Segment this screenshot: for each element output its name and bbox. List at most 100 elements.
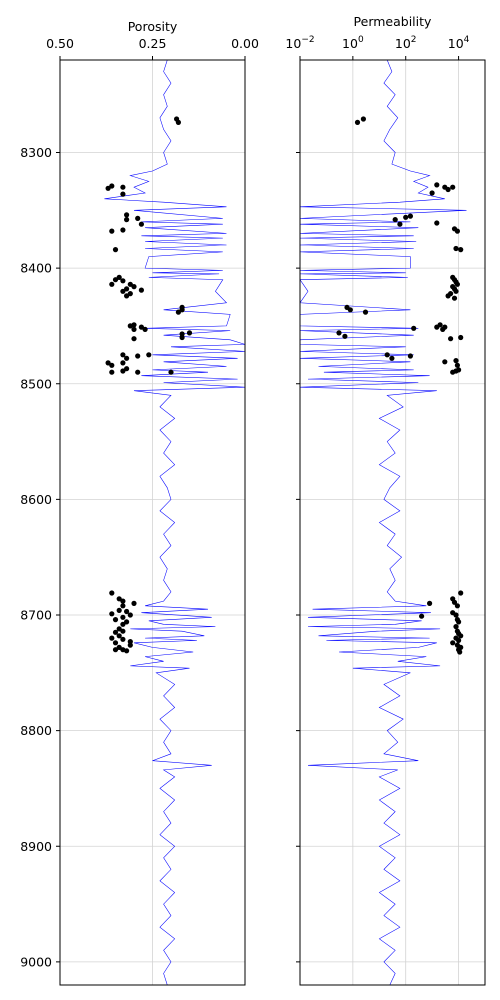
core-sample-point: [360, 116, 366, 122]
core-sample-point: [116, 607, 122, 614]
core-sample-point: [120, 598, 126, 604]
core-sample-point: [120, 184, 126, 190]
y-tick-label: 9000: [20, 954, 52, 969]
core-sample-point: [127, 612, 133, 618]
core-sample-point: [120, 621, 126, 627]
core-sample-point: [453, 624, 459, 630]
core-sample-point: [186, 330, 193, 336]
core-sample-point: [124, 608, 130, 615]
permeability-x-axis: 10−2 100 102 104: [285, 35, 470, 60]
core-sample-point: [131, 336, 137, 342]
y-tick-label: 8900: [20, 839, 52, 854]
core-sample-point: [453, 245, 459, 252]
core-sample-point: [354, 119, 361, 125]
core-sample-point: [454, 362, 460, 368]
core-sample-point: [109, 611, 115, 617]
core-sample-point: [458, 247, 464, 253]
x-tick-label: 104: [448, 35, 470, 51]
core-sample-point: [419, 613, 425, 619]
core-sample-point: [454, 603, 460, 609]
core-sample-point: [120, 368, 126, 374]
core-sample-point: [397, 221, 403, 227]
x-tick-label: 100: [342, 35, 364, 51]
x-tick-label: 102: [395, 35, 417, 51]
core-sample-point: [120, 352, 126, 358]
core-sample-point: [120, 614, 126, 620]
core-sample-point: [138, 287, 144, 293]
core-sample-point: [124, 286, 130, 292]
core-sample-point: [179, 334, 185, 341]
core-sample-point: [109, 635, 115, 641]
core-sample-point: [456, 637, 462, 644]
core-sample-point: [450, 369, 456, 375]
core-sample-point: [131, 326, 137, 332]
core-sample-point: [142, 326, 148, 332]
core-sample-point: [411, 325, 417, 331]
y-tick-label: 8700: [20, 608, 52, 623]
core-sample-point: [131, 600, 137, 607]
core-sample-point: [434, 324, 440, 330]
core-sample-point: [458, 334, 464, 341]
core-sample-point: [120, 288, 126, 294]
core-sample-point: [112, 277, 119, 283]
core-sample-point: [429, 190, 435, 196]
core-sample-point: [105, 360, 111, 366]
core-sample-point: [362, 309, 369, 315]
core-sample-point: [112, 647, 119, 653]
core-sample-point: [453, 358, 459, 364]
core-sample-point: [109, 281, 115, 287]
core-sample-point: [109, 362, 115, 368]
permeability-y-axis: [296, 152, 300, 963]
core-sample-point: [458, 590, 464, 596]
core-sample-point: [112, 247, 119, 253]
core-sample-point: [403, 214, 409, 220]
core-sample-point: [109, 228, 115, 234]
core-sample-point: [347, 307, 353, 313]
porosity-x-axis: 0.50 0.25 0.00: [46, 36, 259, 60]
core-sample-point: [120, 603, 126, 609]
core-sample-point: [454, 228, 460, 234]
core-sample-point: [124, 366, 130, 372]
x-tick-label: 0.00: [231, 36, 259, 51]
permeability-title: Permeability: [354, 14, 432, 29]
x-tick-label: 10−2: [285, 35, 314, 51]
core-sample-point: [109, 369, 115, 375]
y-tick-label: 8300: [20, 145, 52, 160]
core-sample-point: [456, 367, 462, 373]
core-sample-point: [453, 288, 459, 294]
core-sample-point: [168, 369, 174, 375]
core-sample-point: [451, 599, 458, 605]
core-sample-point: [105, 185, 111, 191]
core-sample-point: [450, 184, 456, 190]
core-sample-point: [407, 213, 413, 219]
core-sample-point: [112, 640, 119, 646]
core-sample-point: [120, 628, 126, 634]
core-sample-point: [440, 326, 446, 332]
core-sample-point: [120, 360, 126, 366]
porosity-title: Porosity: [128, 19, 178, 34]
core-sample-point: [342, 333, 348, 339]
core-sample-point: [135, 369, 141, 375]
permeability-grid: [299, 60, 485, 985]
core-sample-point: [456, 619, 462, 625]
core-sample-point: [451, 295, 458, 301]
core-sample-point: [450, 640, 456, 646]
core-sample-point: [124, 217, 130, 223]
porosity-core-points: [105, 116, 193, 654]
core-sample-point: [179, 307, 185, 313]
core-sample-point: [445, 186, 451, 193]
core-sample-point: [135, 215, 141, 221]
core-sample-point: [458, 633, 464, 639]
core-sample-point: [124, 355, 130, 361]
core-sample-point: [427, 600, 433, 607]
core-sample-point: [389, 355, 395, 361]
core-sample-point: [124, 648, 130, 654]
porosity-curve-series: [104, 59, 246, 986]
core-sample-point: [127, 281, 133, 287]
core-sample-point: [116, 633, 122, 639]
y-tick-label: 8600: [20, 492, 52, 507]
y-tick-label: 8800: [20, 723, 52, 738]
log-curve-line: [299, 59, 467, 986]
core-sample-point: [457, 649, 463, 655]
